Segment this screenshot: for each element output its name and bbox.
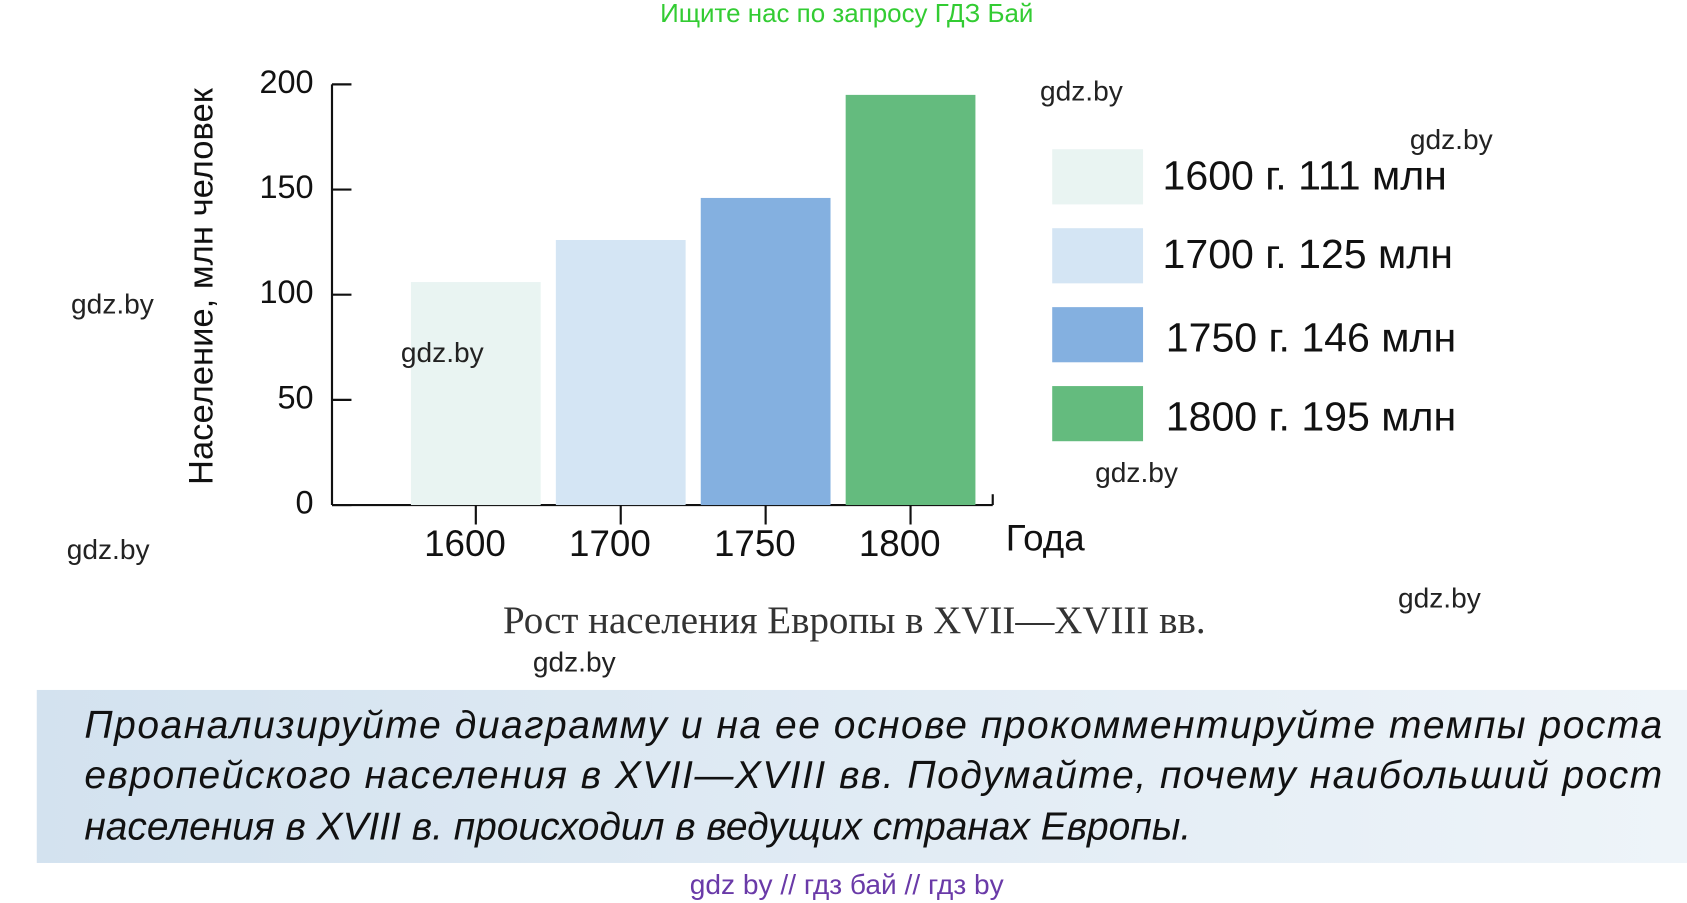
- watermark: gdz.by: [71, 288, 154, 319]
- watermark: gdz.by: [1410, 124, 1493, 155]
- x-tick-label: 1700: [569, 523, 651, 564]
- watermark: gdz.by: [533, 646, 616, 677]
- bar: [555, 240, 686, 506]
- legend-label: 1700 г. 125 млн: [1163, 231, 1453, 277]
- x-tick-label: 1750: [714, 523, 796, 564]
- bar: [845, 94, 976, 506]
- chart-caption: Рост населения Европы в XVII—XVIII вв.: [503, 599, 1206, 642]
- watermark: gdz.by: [1398, 583, 1481, 614]
- task-box: [36, 689, 1687, 863]
- watermark: gdz.by: [1040, 75, 1123, 106]
- legend-label: 1600 г. 111 млн: [1163, 152, 1447, 198]
- y-axis-label: Население, млн человек: [182, 87, 220, 485]
- legend-label: 1750 г. 146 млн: [1166, 315, 1456, 361]
- legend-swatch: [1052, 149, 1144, 205]
- y-tick-label: 150: [259, 169, 313, 205]
- task-text: Проанализируйте диаграмму и на ее основе…: [84, 704, 1662, 747]
- watermark: gdz.by: [67, 534, 150, 565]
- watermark: gdz.by: [1095, 457, 1178, 488]
- bar: [410, 282, 541, 506]
- y-tick-label: 200: [259, 64, 313, 100]
- watermark: gdz.by: [401, 337, 484, 368]
- legend-swatch: [1052, 307, 1144, 363]
- x-tick-label: 1800: [859, 523, 941, 564]
- legend-label: 1800 г. 195 млн: [1166, 393, 1456, 439]
- x-tick-label: 1600: [424, 523, 506, 564]
- task-text: европейского населения в XVII—XVIII вв. …: [84, 754, 1662, 797]
- promo-header: Ищите нас по запросу ГДЗ Бай: [660, 0, 1033, 28]
- task-text: населения в XVIII в. происходил в ведущи…: [84, 806, 1191, 849]
- bar: [700, 197, 831, 506]
- footer: gdz by // гдз бай // гдз by: [690, 869, 1004, 900]
- y-tick-label: 50: [278, 379, 314, 415]
- legend-swatch: [1052, 228, 1144, 284]
- x-axis-label: Года: [1006, 517, 1086, 558]
- y-tick-label: 0: [296, 485, 314, 521]
- legend-swatch: [1052, 386, 1144, 442]
- y-tick-label: 100: [259, 274, 313, 310]
